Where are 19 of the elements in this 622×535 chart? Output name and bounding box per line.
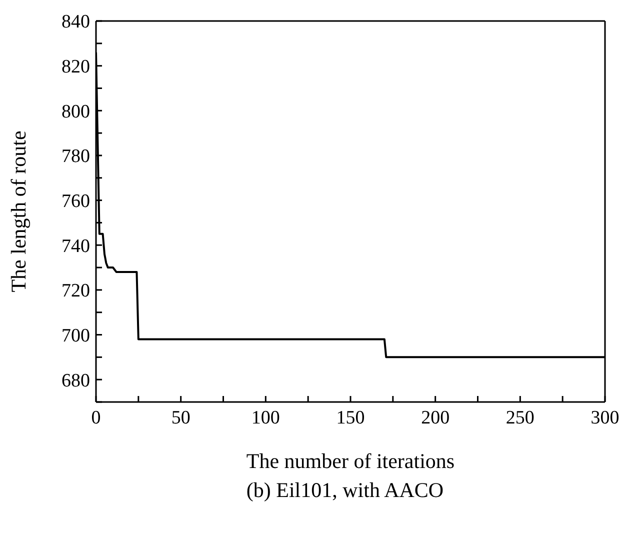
y-tick-label: 840 [62, 12, 90, 33]
y-tick-label: 720 [62, 280, 90, 302]
x-tick-label: 100 [251, 407, 280, 428]
x-axis-title: The number of iterations [246, 449, 455, 473]
x-tick-label: 0 [91, 407, 101, 428]
y-tick-label: 680 [62, 370, 90, 392]
y-tick-label: 800 [62, 101, 90, 122]
y-axis-title: The length of route [6, 130, 30, 292]
y-tick-label: 700 [62, 326, 90, 347]
y-tick-label: 820 [62, 56, 90, 78]
x-tick-label: 50 [171, 407, 190, 428]
y-tick-label: 760 [62, 191, 90, 212]
x-tick-label: 200 [421, 407, 450, 428]
x-tick-label: 250 [506, 407, 534, 428]
x-tick-label: 150 [336, 407, 365, 428]
y-tick-label: 740 [62, 236, 90, 257]
text: (b) Eil101, with AACO [245, 478, 445, 503]
x-tick-label: 300 [590, 407, 620, 428]
y-tick-label: 780 [62, 146, 90, 168]
